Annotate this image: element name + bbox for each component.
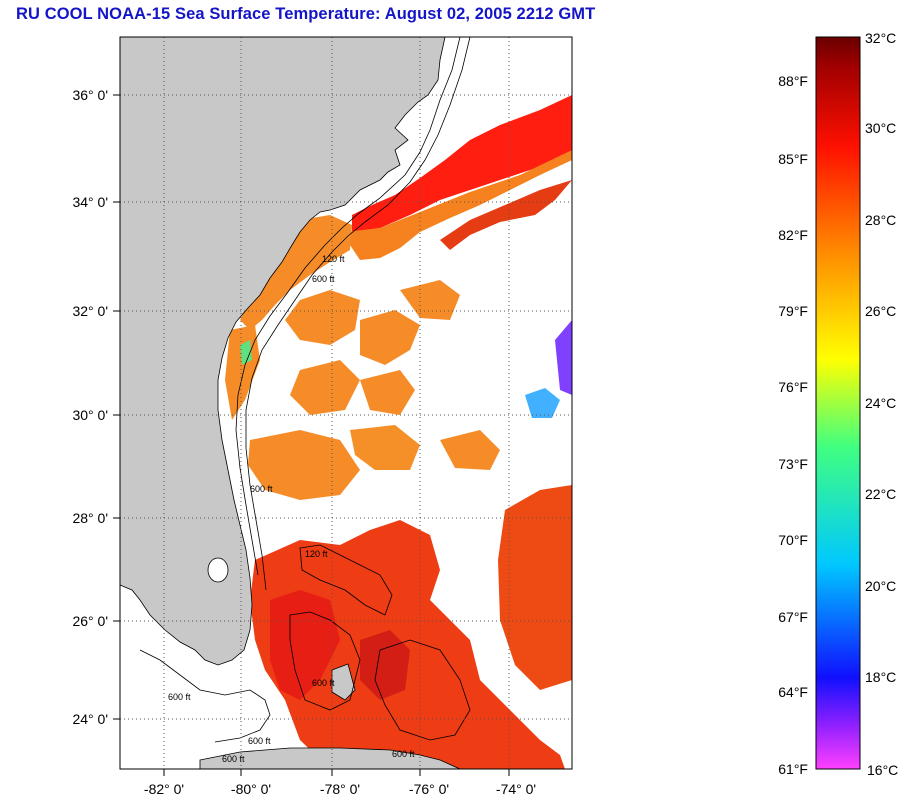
- celsius-label: 16°C: [867, 762, 898, 778]
- fahrenheit-label: 79°F: [778, 303, 808, 319]
- contour-label: 600 ft: [312, 678, 335, 688]
- fahrenheit-label: 88°F: [778, 73, 808, 89]
- fahrenheit-label: 70°F: [778, 532, 808, 548]
- lake-okeechobee: [207, 557, 229, 583]
- map-frame: [119, 36, 573, 770]
- tongue-of-ocean: [360, 630, 410, 700]
- carolina-shelf: [240, 215, 352, 330]
- lon-tick-label: -74° 0': [496, 781, 536, 797]
- mid-patch-6: [248, 430, 360, 500]
- celsius-label: 30°C: [865, 120, 896, 136]
- lat-tick-label: 32° 0': [72, 303, 108, 319]
- celsius-label: 26°C: [865, 303, 896, 319]
- lon-tick-label: -76° 0': [409, 781, 449, 797]
- celsius-label: 32°C: [865, 30, 896, 46]
- contour-label: 600 ft: [250, 484, 273, 494]
- lon-tick-label: -78° 0': [320, 781, 360, 797]
- mid-patch-7: [350, 425, 420, 470]
- cool-spot-purple: [555, 320, 572, 395]
- fahrenheit-label: 85°F: [778, 151, 808, 167]
- celsius-label: 24°C: [865, 395, 896, 411]
- contour-label: 120 ft: [305, 549, 328, 559]
- shelf-water-north: [345, 150, 572, 260]
- lat-tick-label: 26° 0': [72, 613, 108, 629]
- mid-patch-2: [360, 310, 420, 365]
- contour-label: 600 ft: [248, 736, 271, 746]
- mid-patch-8: [440, 430, 500, 470]
- gulf-stream-north: [352, 95, 572, 232]
- lon-tick-label: -80° 0': [231, 781, 271, 797]
- celsius-label: 22°C: [865, 486, 896, 502]
- gulf-stream-band: [440, 180, 572, 250]
- graticule: [120, 37, 572, 769]
- celsius-label: 28°C: [865, 212, 896, 228]
- celsius-label: 18°C: [865, 669, 896, 685]
- mid-patch-4: [290, 360, 360, 415]
- contour-label: 600 ft: [312, 274, 335, 284]
- fahrenheit-label: 61°F: [778, 761, 808, 777]
- fahrenheit-labels: 88°F 85°F 82°F 79°F 76°F 73°F 70°F 67°F …: [778, 73, 808, 777]
- lat-tick-label: 24° 0': [72, 711, 108, 727]
- contour-label: 600 ft: [392, 749, 415, 759]
- fahrenheit-label: 73°F: [778, 456, 808, 472]
- cool-spot-green: [240, 340, 252, 365]
- contour-label: 120 ft: [322, 254, 345, 264]
- lat-tick-labels: 36° 0' 34° 0' 32° 0' 30° 0' 28° 0' 26° 0…: [72, 87, 108, 727]
- celsius-label: 20°C: [865, 578, 896, 594]
- mid-patch-1: [285, 290, 360, 345]
- contour-label: 600 ft: [168, 692, 191, 702]
- mid-patch-3: [400, 280, 460, 320]
- contour-labels: 120 ft 600 ft 600 ft 120 ft 600 ft 600 f…: [168, 254, 415, 764]
- color-scale-bar: [815, 36, 861, 770]
- lon-tick-label: -82° 0': [144, 781, 184, 797]
- celsius-labels: 32°C 30°C 28°C 26°C 24°C 22°C 20°C 18°C …: [865, 30, 898, 778]
- land-usa: [119, 36, 446, 666]
- axis-ticks: [113, 94, 510, 776]
- map-title: RU COOL NOAA-15 Sea Surface Temperature:…: [16, 5, 596, 23]
- lon-tick-labels: -82° 0' -80° 0' -78° 0' -76° 0' -74° 0': [144, 781, 536, 797]
- fahrenheit-label: 67°F: [778, 609, 808, 625]
- florida-straits: [270, 590, 340, 700]
- fahrenheit-label: 82°F: [778, 227, 808, 243]
- fahrenheit-label: 76°F: [778, 379, 808, 395]
- depth-contours: [139, 36, 471, 743]
- land-andros: [331, 663, 356, 701]
- lat-tick-label: 30° 0': [72, 407, 108, 423]
- mid-patch-5: [360, 370, 415, 415]
- cool-spot-east: [525, 388, 560, 418]
- contour-label: 600 ft: [222, 754, 245, 764]
- lat-tick-label: 34° 0': [72, 194, 108, 210]
- fahrenheit-label: 64°F: [778, 684, 808, 700]
- lat-tick-label: 28° 0': [72, 510, 108, 526]
- sargasso-patch: [498, 485, 572, 690]
- lat-tick-label: 36° 0': [72, 87, 108, 103]
- bahamas-water: [250, 520, 565, 769]
